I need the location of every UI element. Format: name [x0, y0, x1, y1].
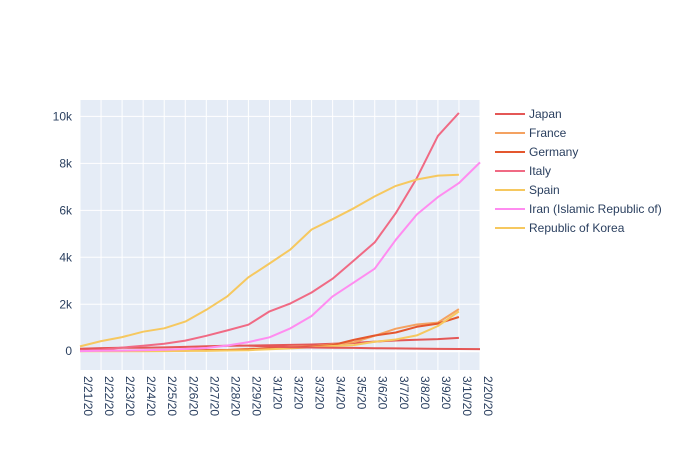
x-tick-label: 3/7/20: [397, 376, 411, 410]
legend-label: Iran (Islamic Republic of): [529, 202, 662, 216]
y-tick-label: 6k: [59, 203, 73, 217]
legend[interactable]: Japan France Germany Italy Spain Iran (Islami…: [495, 107, 662, 235]
x-tick-label: 2/29/20: [249, 376, 263, 416]
y-axis-ticks: 0 2k 4k 6k 8k 10k: [53, 109, 73, 358]
x-tick-label: 2/22/20: [102, 376, 116, 416]
plot-background: [80, 100, 480, 370]
x-tick-label: 3/4/20: [334, 376, 348, 410]
x-tick-label: 3/6/20: [376, 376, 390, 410]
legend-label: Germany: [529, 145, 578, 159]
x-tick-label: 3/3/20: [313, 376, 327, 410]
x-tick-label: 2/25/20: [165, 376, 179, 416]
y-tick-label: 2k: [59, 297, 73, 311]
x-tick-label: 3/2/20: [292, 376, 306, 410]
x-tick-label: 2/20/20: [481, 376, 495, 416]
series-line-extra[interactable]: [248, 344, 481, 351]
x-tick-label: 3/1/20: [270, 376, 284, 410]
series-line-italy[interactable]: [79, 112, 460, 352]
legend-label: Republic of Korea: [529, 221, 625, 235]
x-tick-label: 3/10/20: [460, 376, 474, 416]
legend-item[interactable]: Italy: [495, 164, 551, 178]
series-line-iran-islamic-republic-of[interactable]: [79, 161, 481, 353]
x-tick-label: 3/9/20: [439, 376, 453, 410]
x-tick-label: 2/24/20: [144, 376, 158, 416]
legend-label: Italy: [529, 164, 551, 178]
x-tick-label: 2/26/20: [186, 376, 200, 416]
legend-item[interactable]: Republic of Korea: [495, 221, 625, 235]
legend-item[interactable]: Iran (Islamic Republic of): [495, 202, 662, 216]
y-tick-label: 0: [65, 344, 72, 358]
legend-label: Japan: [529, 107, 562, 121]
y-tick-label: 8k: [59, 156, 73, 170]
x-tick-label: 2/21/20: [81, 376, 95, 416]
x-tick-label: 2/27/20: [207, 376, 221, 416]
x-tick-label: 3/5/20: [355, 376, 369, 410]
series-layer: [79, 112, 481, 353]
series-line-republic-of-korea[interactable]: [79, 173, 459, 348]
legend-label: France: [529, 126, 567, 140]
legend-item[interactable]: Spain: [495, 183, 560, 197]
x-tick-label: 2/23/20: [123, 376, 137, 416]
x-axis-ticks: 2/21/20 2/22/20 2/23/20 2/24/20 2/25/20 2/26/…: [81, 376, 495, 416]
legend-item[interactable]: Japan: [495, 107, 562, 121]
legend-item[interactable]: Germany: [495, 145, 578, 159]
x-tick-label: 3/8/20: [418, 376, 432, 410]
y-tick-label: 4k: [59, 250, 73, 264]
legend-label: Spain: [529, 183, 560, 197]
legend-item[interactable]: France: [495, 126, 567, 140]
y-tick-label: 10k: [53, 109, 73, 123]
x-tick-label: 2/28/20: [228, 376, 242, 416]
